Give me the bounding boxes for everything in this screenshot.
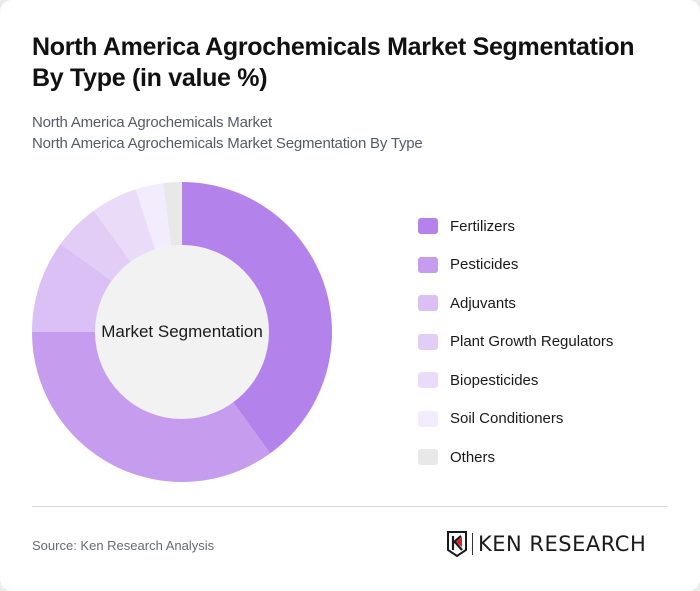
legend-label: Pesticides bbox=[450, 256, 519, 274]
legend-item-plant-growth-regulators[interactable]: Plant Growth Regulators bbox=[418, 323, 613, 362]
subtitle-market: North America Agrochemicals Market bbox=[32, 114, 272, 131]
legend-item-biopesticides[interactable]: Biopesticides bbox=[418, 361, 613, 400]
legend-swatch bbox=[418, 295, 438, 312]
legend-label: Adjuvants bbox=[450, 294, 516, 312]
legend-label: Fertilizers bbox=[450, 217, 516, 235]
legend: Fertilizers Pesticides Adjuvants Plant G… bbox=[418, 207, 613, 477]
legend-label: Soil Conditioners bbox=[450, 410, 564, 428]
legend-swatch bbox=[418, 410, 438, 427]
legend-label: Others bbox=[450, 448, 496, 466]
donut-chart bbox=[32, 182, 332, 482]
legend-swatch bbox=[418, 218, 438, 235]
legend-item-fertilizers[interactable]: Fertilizers bbox=[418, 207, 613, 246]
legend-item-adjuvants[interactable]: Adjuvants bbox=[418, 284, 613, 323]
legend-item-others[interactable]: Others bbox=[418, 438, 613, 477]
legend-swatch bbox=[418, 449, 438, 466]
legend-swatch bbox=[418, 333, 438, 350]
logo-separator bbox=[472, 533, 473, 555]
logo-text: KEN RESEARCH bbox=[478, 532, 647, 556]
legend-item-pesticides[interactable]: Pesticides bbox=[418, 246, 613, 285]
legend-swatch bbox=[418, 256, 438, 273]
chart-title: North America Agrochemicals Market Segme… bbox=[32, 33, 635, 92]
legend-label: Biopesticides bbox=[450, 371, 539, 389]
footer-divider bbox=[32, 506, 668, 507]
legend-item-soil-conditioners[interactable]: Soil Conditioners bbox=[418, 400, 613, 439]
source-note: Source: Ken Research Analysis bbox=[32, 538, 215, 553]
donut-center bbox=[95, 245, 269, 419]
legend-swatch bbox=[418, 372, 438, 389]
subtitle-segmentation: North America Agrochemicals Market Segme… bbox=[32, 135, 423, 152]
ken-research-shield-icon bbox=[447, 531, 467, 557]
legend-label: Plant Growth Regulators bbox=[450, 333, 614, 351]
ken-research-logo: KEN RESEARCH bbox=[446, 530, 646, 558]
